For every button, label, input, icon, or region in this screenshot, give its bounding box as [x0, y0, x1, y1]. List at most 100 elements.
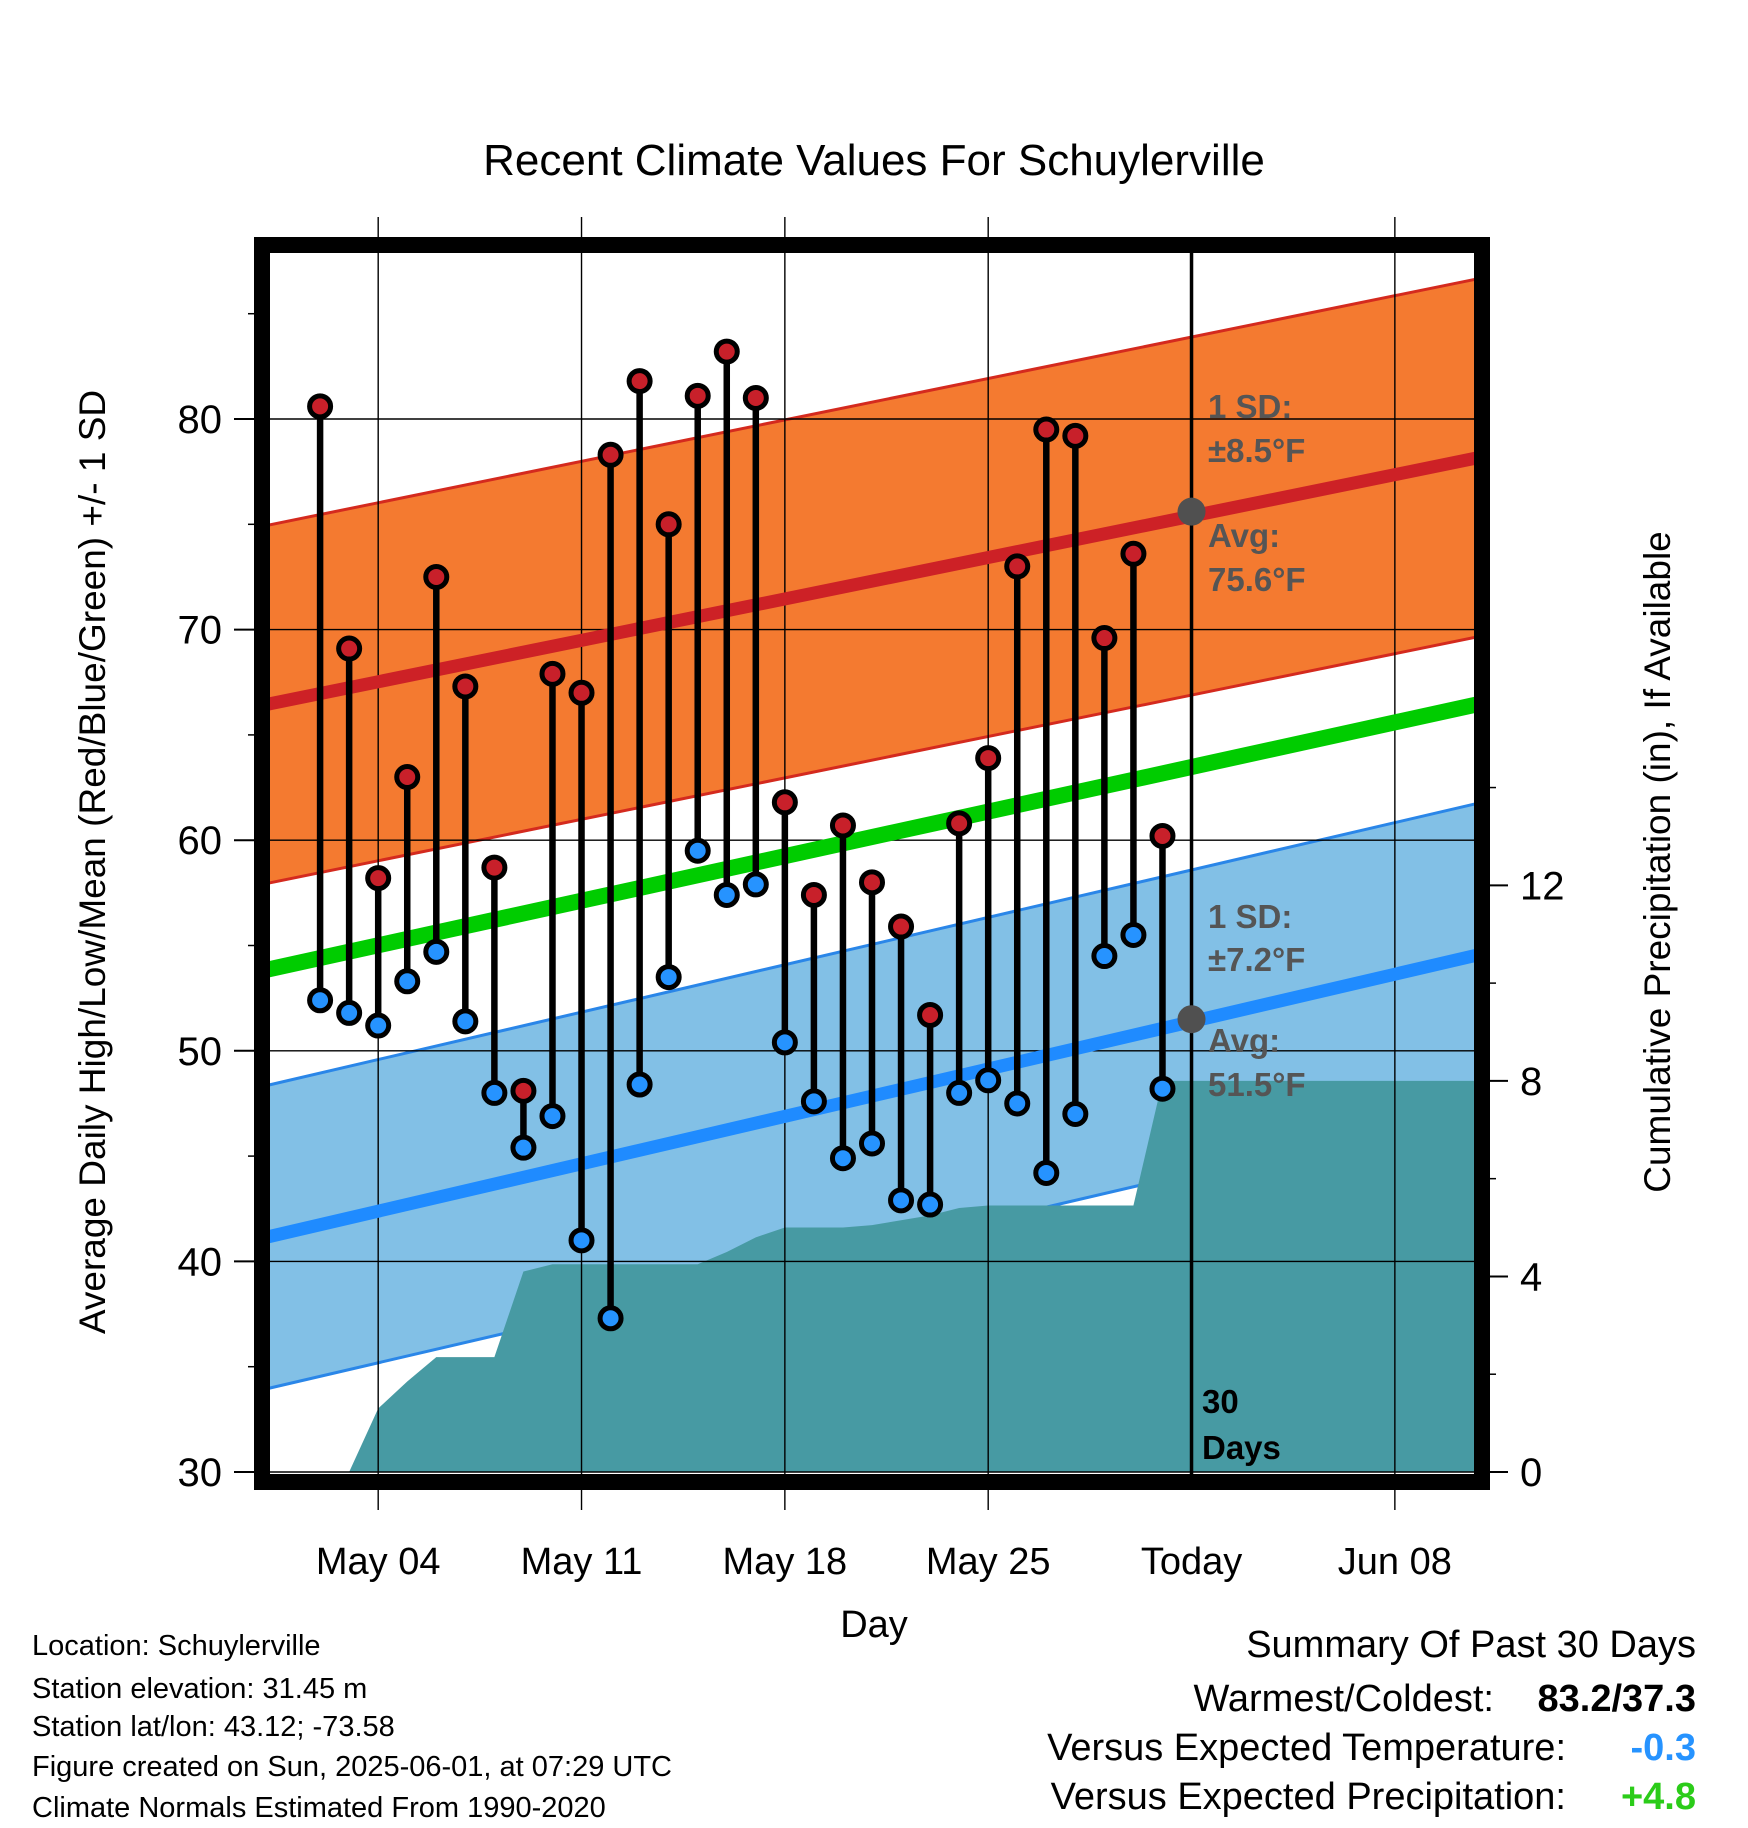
today-low-avg-dot [1177, 1005, 1206, 1034]
y-tick-label: 40 [178, 1240, 223, 1284]
today-marker [1177, 245, 1206, 1482]
high-point [481, 854, 508, 881]
high-sd-value: ±8.5°F [1208, 432, 1305, 469]
x-tick-label: May 04 [316, 1541, 441, 1583]
y-tick-label: 50 [178, 1030, 223, 1074]
chart-title: Recent Climate Values For Schuylerville [483, 136, 1265, 185]
high-point [597, 441, 624, 468]
x-tick-label: May 18 [723, 1541, 848, 1583]
y-tick-label: 70 [178, 609, 223, 653]
low-point [917, 1191, 944, 1218]
low-avg-value: 51.5°F [1208, 1066, 1306, 1103]
high-sd-label: 1 SD: [1208, 388, 1292, 425]
low-point [626, 1071, 653, 1098]
high-band-upper-edge [261, 276, 1483, 528]
low-point [771, 1029, 798, 1056]
high-point [539, 660, 566, 687]
window-days-label: Days [1202, 1429, 1281, 1466]
low-point [829, 1145, 856, 1172]
low-point [336, 999, 363, 1026]
high-point [394, 764, 421, 791]
high-point [655, 511, 682, 538]
low-point [684, 837, 711, 864]
station-info-created: Figure created on Sun, 2025-06-01, at 07… [32, 1751, 672, 1783]
summary-temp-value: -0.3 [1631, 1727, 1696, 1769]
x-tick-label: May 25 [926, 1541, 1051, 1583]
low-point [946, 1079, 973, 1106]
summary-warmest-coldest-value: 83.2/37.3 [1538, 1678, 1696, 1720]
y-axis-label: Average Daily High/Low/Mean (Red/Blue/Gr… [72, 390, 113, 1334]
plot-frame [254, 237, 1490, 1490]
low-point [1120, 921, 1147, 948]
low-point [655, 964, 682, 991]
daily-points [307, 338, 1176, 1332]
low-point [1033, 1159, 1060, 1186]
station-info-elevation: Station elevation: 31.45 m [32, 1673, 367, 1705]
low-point [510, 1134, 537, 1161]
annotations: 1 SD: ±8.5°F Avg: 75.6°F 1 SD: ±7.2°F Av… [1202, 388, 1306, 1466]
station-info-location: Location: Schuylerville [32, 1630, 321, 1662]
low-sd-label: 1 SD: [1208, 898, 1292, 935]
high-point [307, 393, 334, 420]
low-sd-value: ±7.2°F [1208, 941, 1305, 978]
low-point [1091, 943, 1118, 970]
low-point [365, 1012, 392, 1039]
station-info-latlon: Station lat/lon: 43.12; -73.58 [32, 1711, 395, 1743]
daily-range-bars [316, 351, 1166, 1319]
high-point [1033, 416, 1060, 443]
summary-panel: Summary Of Past 30 Days Warmest/Coldest:… [1047, 1624, 1696, 1818]
station-info-normals: Climate Normals Estimated From 1990-2020 [32, 1792, 606, 1824]
low-point [1062, 1100, 1089, 1127]
low-point [800, 1088, 827, 1115]
low-point [307, 987, 334, 1014]
x-tick-label: Jun 08 [1338, 1541, 1452, 1583]
high-avg-value: 75.6°F [1208, 561, 1306, 598]
summary-temp-label: Versus Expected Temperature: [1047, 1727, 1566, 1769]
high-avg-label: Avg: [1208, 517, 1280, 554]
low-point [597, 1305, 624, 1332]
station-info: Location: Schuylerville Station elevatio… [32, 1630, 672, 1824]
high-point [510, 1077, 537, 1104]
low-point [394, 968, 421, 995]
summary-precip-value: +4.8 [1621, 1776, 1696, 1818]
y-tick-label: 80 [178, 398, 223, 442]
high-point [859, 869, 885, 896]
high-point [829, 812, 856, 839]
high-point [1149, 822, 1176, 849]
high-point [568, 679, 595, 706]
high-point [1120, 540, 1147, 567]
y2-tick-label: 12 [1520, 864, 1565, 908]
high-point [336, 635, 363, 662]
x-axis-label: Day [840, 1604, 908, 1646]
high-point [1004, 553, 1031, 580]
high-point [423, 563, 450, 590]
low-point [568, 1227, 595, 1254]
high-point [975, 745, 1002, 772]
low-point [452, 1008, 479, 1035]
low-point [742, 871, 769, 898]
today-high-avg-dot [1177, 497, 1206, 526]
y2-tick-label: 0 [1520, 1451, 1542, 1495]
low-avg-label: Avg: [1208, 1022, 1280, 1059]
low-point [1004, 1090, 1031, 1117]
low-point [539, 1103, 566, 1130]
high-point [713, 338, 740, 365]
high-point [888, 913, 915, 940]
low-point [423, 938, 450, 965]
plot-border [254, 237, 1490, 1490]
y2-tick-label: 4 [1520, 1255, 1542, 1299]
high-point [946, 810, 973, 837]
axes: 30 40 50 60 70 80 0 4 8 12 May 04 May 11 May 18 May 2… [178, 312, 1565, 1583]
high-point [1062, 422, 1089, 449]
high-point [1091, 625, 1118, 652]
high-point [626, 368, 653, 395]
summary-title: Summary Of Past 30 Days [1246, 1624, 1696, 1666]
high-point [452, 673, 479, 700]
summary-warmest-coldest-label: Warmest/Coldest: [1193, 1678, 1494, 1720]
low-point [975, 1067, 1002, 1094]
y2-tick-label: 8 [1520, 1060, 1542, 1104]
high-point [771, 789, 798, 816]
high-point [742, 384, 769, 411]
normal-high-line [260, 450, 1484, 712]
